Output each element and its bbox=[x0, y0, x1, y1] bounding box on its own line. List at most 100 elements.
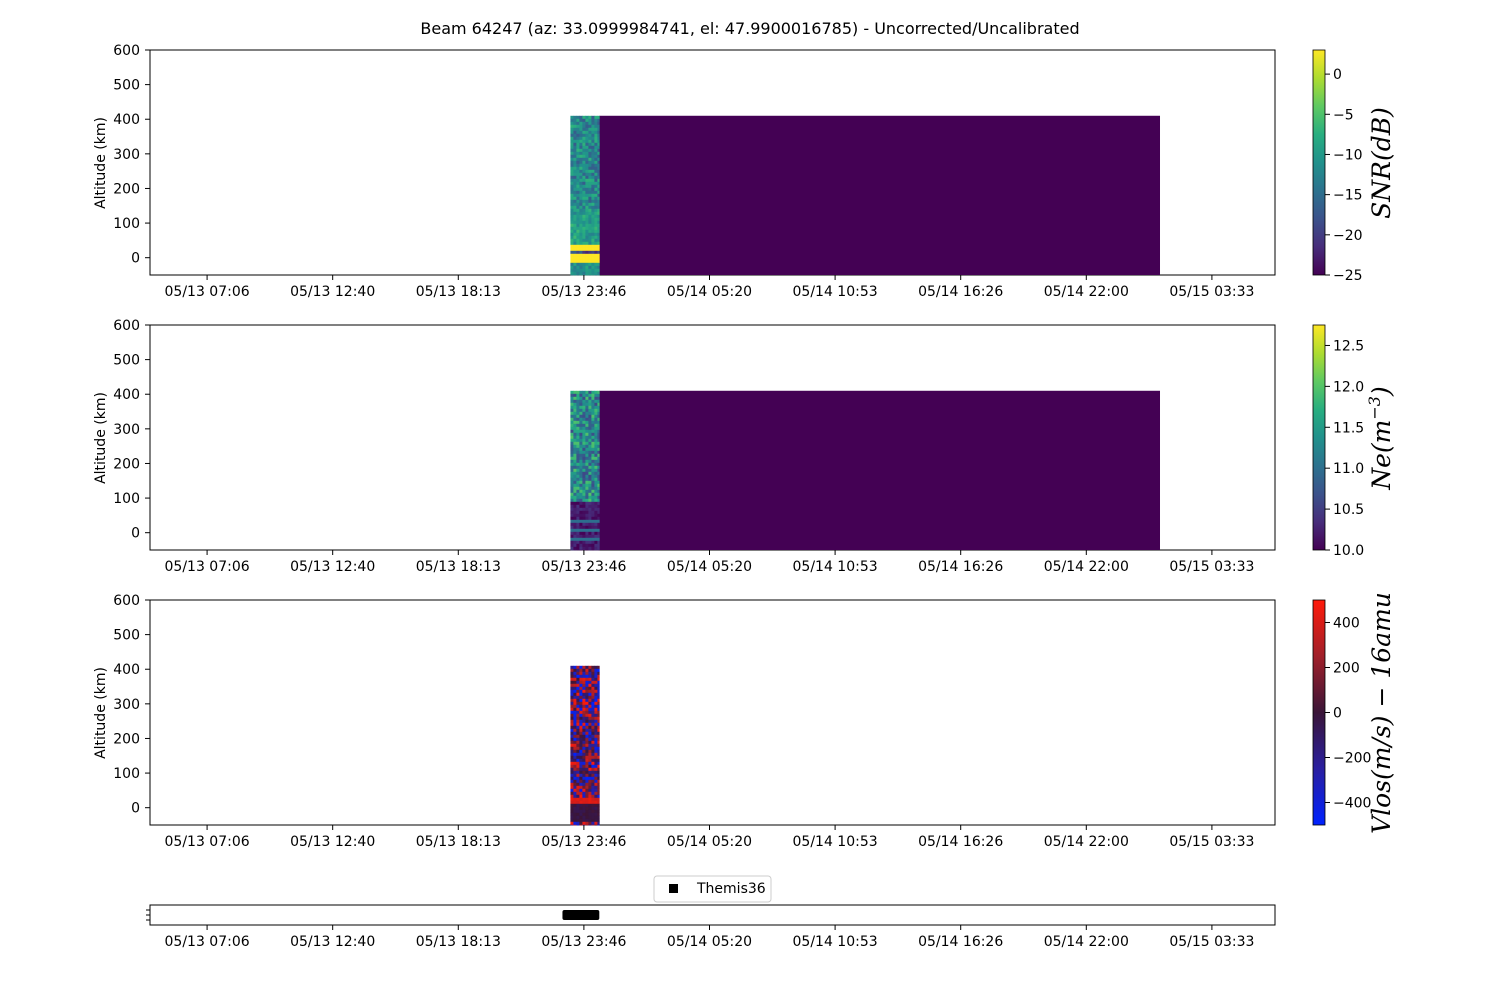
vlos-cell bbox=[591, 788, 595, 793]
ne-cell bbox=[573, 489, 577, 494]
vlos-cell bbox=[597, 782, 600, 787]
vlos-cell bbox=[573, 689, 577, 694]
ne-cell bbox=[594, 408, 598, 413]
ne-cell bbox=[579, 417, 583, 422]
snr-cell bbox=[597, 166, 600, 171]
vlos-cell bbox=[570, 689, 574, 694]
snr-cell bbox=[579, 118, 583, 123]
snr-cell bbox=[579, 184, 583, 189]
snr-cell bbox=[585, 175, 589, 180]
snr-cell bbox=[585, 208, 589, 213]
vlos-cell bbox=[591, 785, 595, 790]
ne-cell bbox=[591, 438, 595, 443]
vlos-y-tick-label: 300 bbox=[113, 697, 140, 713]
vlos-cell bbox=[573, 716, 577, 721]
ne-cell bbox=[591, 459, 595, 464]
ne-cell bbox=[582, 534, 586, 539]
vlos-y-axis-label: Altitude (km) bbox=[93, 667, 109, 759]
ne-cell bbox=[588, 495, 592, 500]
ne-cell bbox=[594, 528, 598, 533]
ne-cell bbox=[585, 399, 589, 404]
vlos-cell bbox=[585, 755, 589, 760]
vlos-cell bbox=[576, 713, 580, 718]
vlos-cell bbox=[594, 728, 598, 733]
vlos-cell bbox=[588, 800, 592, 805]
vlos-cell bbox=[591, 821, 595, 826]
ne-cell bbox=[576, 474, 580, 479]
ne-cell bbox=[588, 390, 592, 395]
ne-cell bbox=[591, 420, 595, 425]
ne-cell bbox=[582, 408, 586, 413]
vlos-cell bbox=[591, 695, 595, 700]
vlos-cell bbox=[579, 692, 583, 697]
snr-cell bbox=[582, 145, 586, 150]
snr-cell bbox=[582, 187, 586, 192]
snr-cell bbox=[597, 202, 600, 207]
ne-cell bbox=[576, 543, 580, 548]
vlos-cell bbox=[585, 770, 589, 775]
vlos-cell bbox=[582, 800, 586, 805]
ne-cell bbox=[579, 444, 583, 449]
vlos-cell bbox=[585, 683, 589, 688]
vlos-cell bbox=[579, 770, 583, 775]
vlos-cell bbox=[588, 776, 592, 781]
vlos-cell bbox=[573, 665, 577, 670]
vlos-cell bbox=[591, 740, 595, 745]
vlos-cell bbox=[588, 749, 592, 754]
vlos-cell bbox=[591, 806, 595, 811]
vlos-cell bbox=[579, 791, 583, 796]
vlos-cell bbox=[588, 737, 592, 742]
ne-cell bbox=[579, 432, 583, 437]
ne-cell bbox=[570, 438, 574, 443]
vlos-cell bbox=[597, 701, 600, 706]
vlos-colorbar-tick-label: −400 bbox=[1333, 796, 1371, 812]
vlos-cell bbox=[591, 746, 595, 751]
snr-cell bbox=[582, 154, 586, 159]
snr-cell bbox=[582, 226, 586, 231]
vlos-cell bbox=[573, 794, 577, 799]
vlos-cell bbox=[570, 671, 574, 676]
ne-cell bbox=[591, 441, 595, 446]
snr-x-tick-label: 05/14 16:26 bbox=[918, 284, 1003, 300]
vlos-cell bbox=[573, 707, 577, 712]
ne-cell bbox=[576, 411, 580, 416]
vlos-cell bbox=[573, 668, 577, 673]
snr-cell bbox=[585, 229, 589, 234]
ne-cell bbox=[585, 393, 589, 398]
snr-cell bbox=[585, 211, 589, 216]
snr-cell bbox=[591, 256, 595, 261]
snr-cell bbox=[576, 202, 580, 207]
ne-cell bbox=[576, 432, 580, 437]
snr-cell bbox=[579, 136, 583, 141]
vlos-cell bbox=[597, 773, 600, 778]
snr-cell bbox=[588, 226, 592, 231]
vlos-cell bbox=[588, 707, 592, 712]
vlos-cell bbox=[591, 689, 595, 694]
snr-cell bbox=[576, 157, 580, 162]
snr-cell bbox=[588, 268, 592, 273]
ne-cell bbox=[582, 474, 586, 479]
snr-cell bbox=[573, 238, 577, 243]
vlos-cell bbox=[591, 674, 595, 679]
ne-cell bbox=[591, 519, 595, 524]
ne-cell bbox=[585, 411, 589, 416]
snr-cell bbox=[576, 151, 580, 156]
ne-cell bbox=[588, 408, 592, 413]
vlos-cell bbox=[591, 680, 595, 685]
snr-cell bbox=[579, 199, 583, 204]
snr-cell bbox=[570, 256, 574, 261]
snr-cell bbox=[576, 121, 580, 126]
ne-cell bbox=[591, 486, 595, 491]
vlos-cell bbox=[573, 788, 577, 793]
ne-cell bbox=[594, 399, 598, 404]
snr-x-tick-label: 05/14 22:00 bbox=[1044, 284, 1129, 300]
snr-cell bbox=[582, 172, 586, 177]
snr-cell bbox=[597, 145, 600, 150]
ne-cell bbox=[579, 438, 583, 443]
vlos-cell bbox=[573, 752, 577, 757]
vlos-cell bbox=[573, 806, 577, 811]
snr-cell bbox=[579, 172, 583, 177]
vlos-cell bbox=[570, 680, 574, 685]
vlos-plot-frame bbox=[149, 599, 1276, 826]
snr-cell bbox=[594, 217, 598, 222]
